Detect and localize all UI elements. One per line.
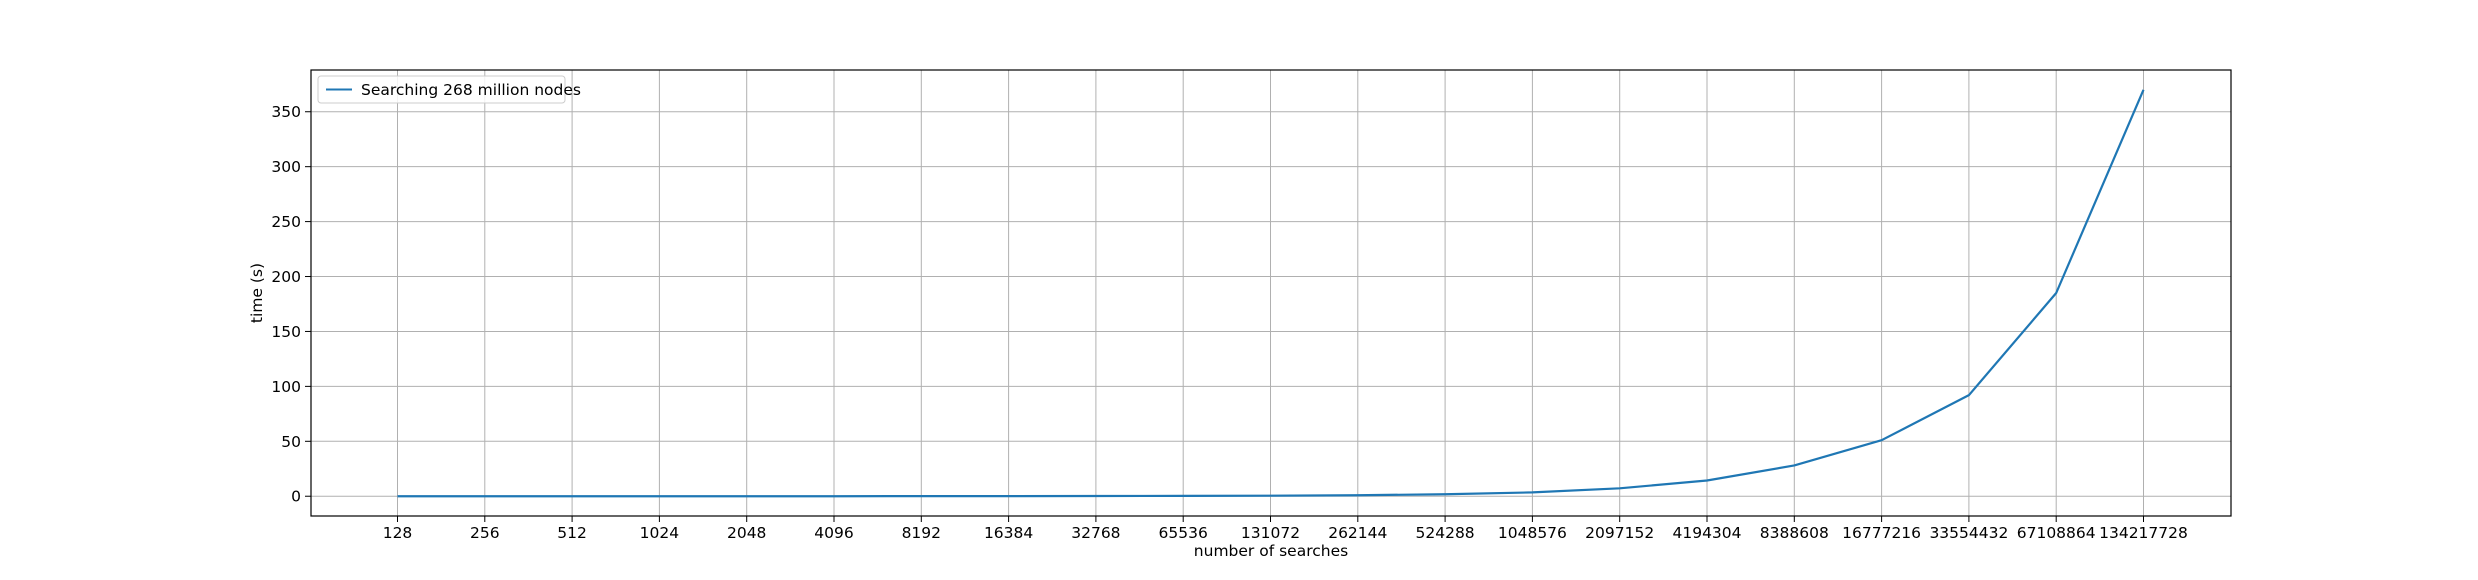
x-tick-label: 8192 (902, 524, 941, 542)
x-tick-label: 2048 (727, 524, 766, 542)
x-tick-label: 128 (383, 524, 413, 542)
x-tick-label: 8388608 (1760, 524, 1829, 542)
x-axis-label: number of searches (1194, 542, 1348, 560)
x-tick-label: 16384 (984, 524, 1033, 542)
x-tick-label: 134217728 (2099, 524, 2188, 542)
x-tick-label: 524288 (1416, 524, 1475, 542)
x-tick-label: 256 (470, 524, 500, 542)
x-tick-label: 33554432 (1929, 524, 2008, 542)
grid-lines (311, 70, 2231, 516)
legend: Searching 268 million nodes (317, 75, 581, 104)
y-axis-label: time (s) (248, 263, 266, 323)
series-line (397, 89, 2145, 498)
x-axis-ticks: 128 256 512 1024 2048 4096 8192 16384 32768 65536… (383, 516, 2188, 542)
x-tick-label: 65536 (1159, 524, 1208, 542)
y-tick-label: 50 (281, 433, 301, 451)
plot-frame (310, 69, 2232, 517)
legend-label: Searching 268 million nodes (361, 81, 581, 99)
x-tick-label: 67108864 (2017, 524, 2096, 542)
x-tick-label: 1024 (640, 524, 679, 542)
x-tick-label: 4194304 (1672, 524, 1741, 542)
x-tick-label: 131072 (1241, 524, 1300, 542)
legend-box (317, 75, 566, 104)
y-tick-label: 250 (271, 213, 301, 231)
y-tick-label: 150 (271, 323, 301, 341)
y-tick-label: 200 (271, 268, 301, 286)
x-tick-label: 2097152 (1585, 524, 1654, 542)
y-tick-label: 0 (291, 488, 301, 506)
x-tick-label: 32768 (1071, 524, 1120, 542)
y-tick-label: 300 (271, 158, 301, 176)
x-tick-label: 4096 (814, 524, 853, 542)
y-axis-ticks: 0 50 100 150 200 250 300 350 (271, 103, 311, 506)
y-tick-label: 350 (271, 103, 301, 121)
x-tick-label: 16777216 (1842, 524, 1921, 542)
x-tick-label: 512 (557, 524, 587, 542)
x-tick-label: 262144 (1328, 524, 1387, 542)
series-layer (397, 89, 2145, 498)
y-tick-label: 100 (271, 378, 301, 396)
x-tick-label: 1048576 (1498, 524, 1567, 542)
